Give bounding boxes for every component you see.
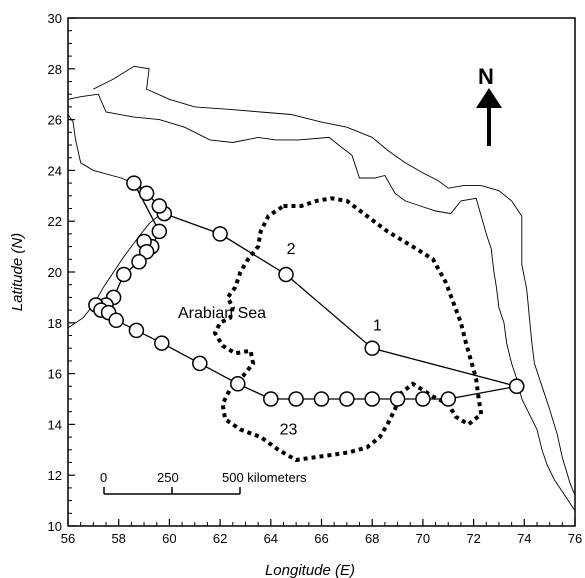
station-marker <box>263 391 279 407</box>
y-tick-label: 14 <box>48 417 62 432</box>
station-marker <box>108 312 124 329</box>
track-label: 1 <box>373 317 382 334</box>
axes: 56 58 60 62 64 66 68 70 72 74 76101214161820222426… <box>48 11 583 546</box>
station-marker <box>151 223 168 240</box>
station-marker <box>339 391 355 407</box>
x-tick-label: 74 <box>517 531 531 546</box>
x-tick-label: 56 <box>61 531 75 546</box>
station-marker <box>192 355 208 372</box>
scale-bar-label: 500 kilometers <box>222 470 307 485</box>
station-marker <box>212 226 228 242</box>
x-axis-title: Longitude (E) <box>265 562 355 578</box>
y-tick-label: 30 <box>48 11 62 26</box>
track-label: 23 <box>280 422 298 439</box>
x-tick-label: 70 <box>416 531 430 546</box>
region-label: Arabian Sea <box>178 305 266 322</box>
north-arrow-label: N <box>478 64 494 89</box>
x-tick-label: 72 <box>466 531 480 546</box>
station-marker <box>128 322 145 339</box>
north-arrow: N <box>476 64 502 146</box>
x-tick-label: 60 <box>162 531 176 546</box>
y-tick-label: 24 <box>48 163 62 178</box>
y-tick-label: 26 <box>48 113 62 128</box>
y-tick-label: 28 <box>48 62 62 77</box>
station-marker <box>154 335 170 351</box>
scale-bar: 0 250 500 kilometers <box>100 470 307 495</box>
x-tick-label: 62 <box>213 531 227 546</box>
station-marker <box>288 391 304 407</box>
station-marker <box>138 185 155 202</box>
station-marker <box>389 391 406 407</box>
y-tick-label: 18 <box>48 316 62 331</box>
station-marker <box>440 391 457 407</box>
x-tick-label: 66 <box>314 531 328 546</box>
scale-bar-label: 0 <box>100 470 107 485</box>
scale-bar-label: 250 <box>157 470 179 485</box>
station-marker <box>138 243 155 260</box>
dashed-region-outline <box>212 196 484 463</box>
station-marker <box>131 254 147 270</box>
y-tick-label: 12 <box>48 468 62 483</box>
station-marker <box>415 391 431 407</box>
coastline <box>67 93 576 512</box>
y-tick-label: 10 <box>48 519 62 534</box>
north-arrow-head-icon <box>476 88 502 108</box>
x-tick-label: 76 <box>568 531 582 546</box>
region-label-text: Arabian Sea <box>178 305 266 322</box>
station-marker <box>364 391 380 407</box>
station-marker <box>508 378 525 395</box>
station-marker <box>126 175 142 191</box>
dashed-region-path <box>212 196 484 463</box>
track-label: 2 <box>287 241 296 258</box>
station-marker <box>230 376 246 392</box>
y-axis-title: Latitude (N) <box>9 233 26 311</box>
station-marker <box>313 391 330 407</box>
station-marker <box>116 266 132 283</box>
y-tick-label: 16 <box>48 367 62 382</box>
station-marker <box>364 340 380 356</box>
x-tick-label: 58 <box>111 531 125 546</box>
ship-track: 1 2 23 <box>88 175 525 439</box>
y-tick-label: 20 <box>48 265 62 280</box>
coastline <box>93 65 576 496</box>
x-tick-label: 64 <box>264 531 278 546</box>
x-tick-label: 68 <box>365 531 379 546</box>
station-marker <box>278 266 294 283</box>
station-marker <box>151 198 168 214</box>
y-tick-label: 22 <box>48 214 62 229</box>
